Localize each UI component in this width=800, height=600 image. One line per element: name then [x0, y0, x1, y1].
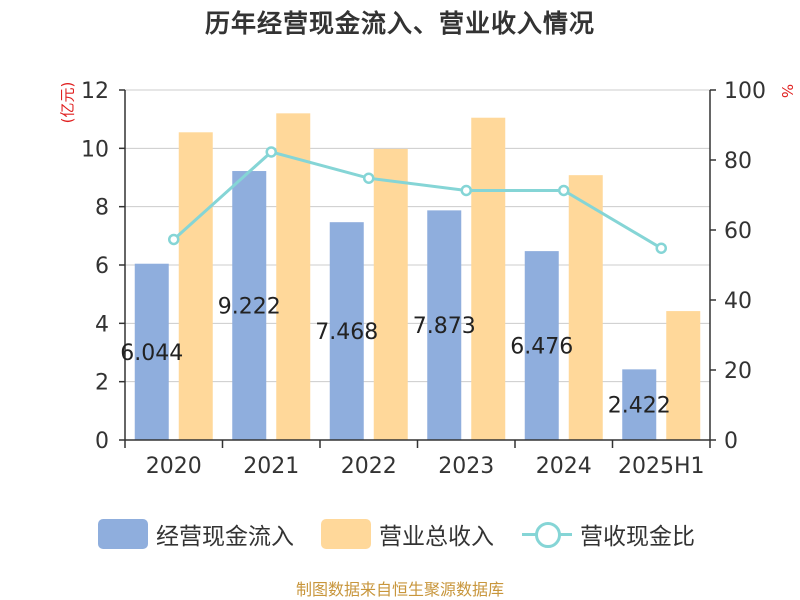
x-axis-tick-label: 2022	[341, 454, 397, 479]
legend-swatch-revenue	[321, 519, 371, 549]
legend-label-ratio: 营收现金比	[580, 524, 695, 550]
x-axis-tick-label: 2020	[146, 454, 202, 479]
legend-line-marker-icon	[522, 519, 572, 549]
bar-data-label: 6.044	[120, 341, 183, 366]
ratio-line	[172, 150, 663, 250]
bar-revenue	[178, 132, 213, 440]
bar-data-label: 7.873	[413, 314, 476, 339]
right-axis-tick-label: 0	[724, 429, 738, 454]
right-axis-unit: %	[778, 83, 797, 99]
ratio-point	[655, 242, 667, 254]
bar-cash-inflow	[622, 369, 657, 440]
legend-item-cash-inflow[interactable]: 经营现金流入	[98, 514, 294, 554]
ratio-point	[363, 172, 375, 184]
legend: 经营现金流入 营业总收入 营收现金比	[0, 514, 800, 554]
left-axis-unit: (亿元)	[58, 81, 77, 124]
source-note: 制图数据来自恒生聚源数据库	[295, 580, 504, 599]
x-axis-tick-label: 2024	[536, 454, 592, 479]
bar-cash-inflow	[524, 251, 559, 440]
ratio-point	[168, 233, 180, 246]
bar-data-label: 7.468	[315, 320, 378, 345]
legend-label-cash-inflow: 经营现金流入	[156, 524, 294, 550]
right-axis-tick-label: 20	[724, 359, 752, 384]
right-axis-tick-label: 60	[724, 219, 752, 244]
legend-swatch-cash-inflow	[98, 519, 148, 549]
left-axis-tick-label: 10	[81, 137, 109, 162]
left-axis-tick-label: 2	[95, 371, 109, 396]
chart-title: 历年经营现金流入、营业收入情况	[204, 9, 595, 38]
x-axis-tick-label: 2021	[243, 454, 299, 479]
legend-item-ratio[interactable]: 营收现金比	[522, 514, 695, 554]
ratio-point	[265, 146, 277, 158]
bar-data-label: 9.222	[218, 295, 281, 320]
right-axis-tick-label: 100	[724, 79, 766, 104]
left-axis-tick-label: 0	[95, 429, 109, 454]
ratio-point	[460, 184, 472, 197]
legend-label-revenue: 营业总收入	[379, 524, 494, 550]
bar-revenue	[666, 311, 701, 440]
left-axis-tick-label: 12	[81, 79, 109, 104]
bar-cash-inflow	[329, 222, 364, 440]
right-axis-tick-label: 80	[724, 149, 752, 174]
bar-data-label: 6.476	[510, 335, 573, 360]
left-axis-tick-label: 4	[95, 312, 109, 337]
left-axis-tick-label: 6	[95, 254, 109, 279]
bar-cash-inflow	[134, 263, 169, 440]
bar-cash-inflow	[427, 210, 462, 440]
bar-data-label: 2.422	[608, 394, 671, 419]
bar-revenue	[373, 148, 408, 440]
x-axis-tick-label: 2025H1	[618, 454, 705, 479]
x-axis-tick-label: 2023	[438, 454, 494, 479]
bar-revenue	[471, 117, 506, 440]
left-axis-tick-label: 8	[95, 196, 109, 221]
right-axis-tick-label: 40	[724, 289, 752, 314]
legend-item-revenue[interactable]: 营业总收入	[321, 514, 494, 554]
bar-cash-inflow	[232, 171, 267, 440]
bar-revenue	[276, 113, 311, 440]
ratio-point	[558, 184, 570, 197]
bar-revenue	[568, 175, 603, 440]
